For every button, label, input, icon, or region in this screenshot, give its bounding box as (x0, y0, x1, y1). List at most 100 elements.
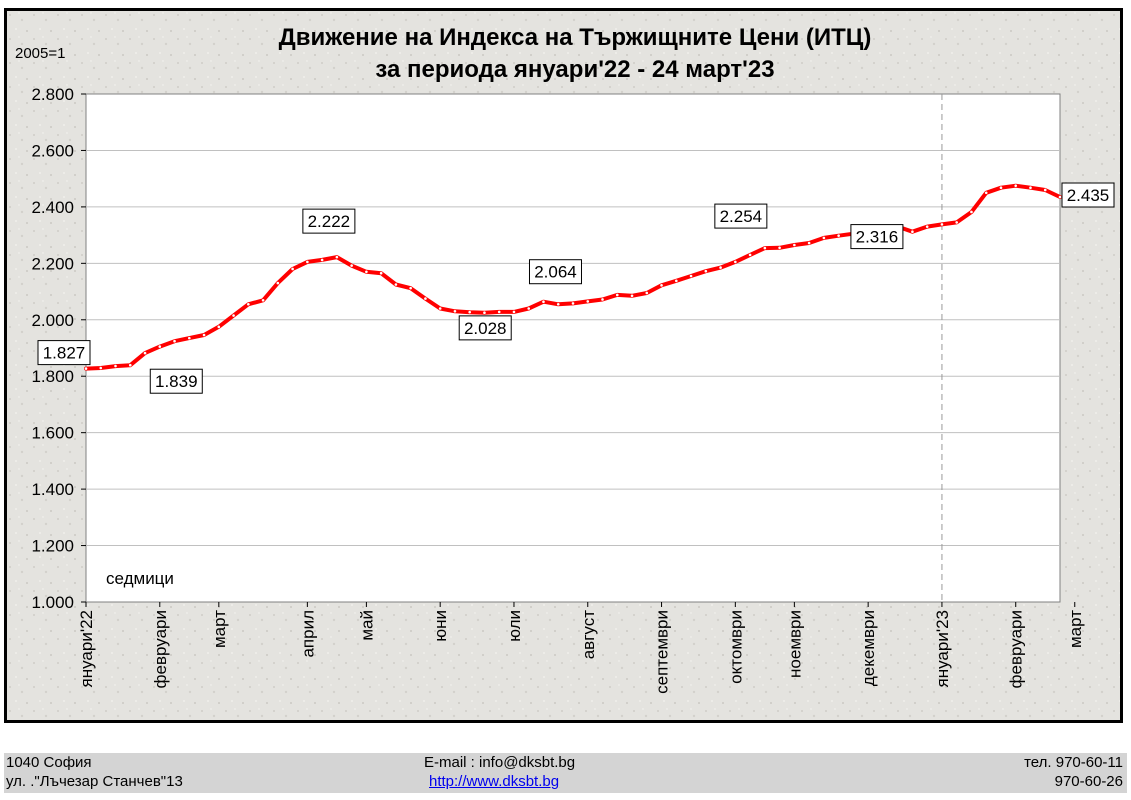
data-point (143, 351, 147, 355)
y-tick-label: 1.600 (31, 424, 74, 443)
data-label: 2.028 (464, 319, 507, 338)
data-point (955, 221, 958, 224)
data-label: 2.222 (308, 212, 351, 231)
x-tick-label: април (298, 610, 317, 658)
y-tick-label: 2.800 (31, 85, 74, 104)
data-point (1029, 186, 1032, 189)
data-point (793, 243, 796, 247)
data-point (438, 307, 442, 310)
footer-address-city: 1040 София (6, 754, 92, 771)
footer: 1040 София ул. ."Лъчезар Станчев"13 E-ma… (4, 753, 1127, 793)
data-point (763, 246, 767, 250)
data-point (630, 294, 634, 298)
data-point (483, 311, 486, 315)
series-points (84, 184, 1062, 370)
data-point (704, 269, 708, 273)
data-point (173, 339, 176, 343)
plot-area (85, 93, 1061, 603)
data-point (689, 274, 693, 278)
x-tick-label: август (579, 610, 598, 659)
x-tick-label: март (210, 610, 229, 648)
x-tick-label: февруари (151, 610, 170, 688)
data-point (276, 281, 280, 285)
data-point (601, 298, 604, 301)
data-point (940, 223, 944, 226)
x-tick-label: май (357, 610, 376, 641)
chart-frame: 2005=1 Движение на Индекса на Тържищните… (4, 8, 1123, 723)
footer-website-link[interactable]: http://www.dksbt.bg (429, 773, 560, 790)
data-point (128, 363, 132, 367)
data-point (778, 246, 781, 250)
data-point (379, 271, 383, 275)
data-point (453, 310, 457, 313)
data-point (984, 191, 988, 195)
data-label-box (850, 224, 904, 250)
footer-phone-1: тел. 970-60-11 (1024, 754, 1123, 771)
x-axis: януари'22 февруари март април май юни юли авгус… (77, 602, 1085, 694)
data-point (158, 345, 162, 348)
data-point (586, 300, 590, 303)
data-point (261, 299, 265, 302)
data-point (542, 300, 545, 304)
data-point (527, 307, 531, 310)
x-tick-label: юни (431, 610, 450, 642)
footer-address-street: ул. ."Лъчезар Станчев"13 (6, 773, 183, 790)
data-label-box (528, 259, 582, 285)
data-point (911, 230, 914, 234)
data-label: 1.839 (155, 372, 198, 391)
y-tick-label: 2.000 (31, 311, 74, 330)
data-point (99, 366, 103, 370)
data-point (335, 255, 339, 259)
y-tick-label: 1.400 (31, 480, 74, 499)
data-point (645, 291, 649, 295)
data-point (202, 333, 206, 337)
footer-email: E-mail : info@dksbt.bg (424, 754, 576, 771)
data-point (1014, 184, 1018, 188)
y-tick-label: 1.800 (31, 367, 74, 386)
data-point (291, 267, 294, 271)
data-label-box (714, 203, 768, 229)
data-point (306, 260, 309, 264)
data-point (970, 210, 973, 214)
base-label: 2005=1 (15, 45, 65, 62)
data-labels: 1.827 1.839 2.222 2.028 2.064 2.254 2.316 2.435 (37, 182, 1115, 394)
data-point (615, 293, 619, 297)
chart-title-line1: Движение на Индекса на Тържищните Цени (… (279, 24, 872, 51)
data-label: 1.827 (43, 344, 86, 363)
x-tick-label: декември (859, 610, 878, 686)
data-label: 2.064 (534, 263, 577, 282)
y-tick-label: 1.200 (31, 537, 74, 556)
data-point (114, 364, 117, 368)
x-tick-label: януари'23 (933, 610, 952, 687)
price-index-chart: 2005=1 Движение на Индекса на Тържищните… (7, 11, 1120, 720)
data-point (822, 236, 826, 240)
y-axis: 1.000 1.200 1.400 1.600 1.800 2.000 2.200 2.400… (31, 85, 86, 612)
data-label: 2.435 (1067, 186, 1110, 205)
y-tick-label: 2.400 (31, 198, 74, 217)
x-tick-label: февруари (1007, 610, 1026, 688)
y-tick-label: 2.200 (31, 254, 74, 273)
data-point (394, 283, 398, 286)
data-point (320, 258, 324, 262)
data-point (925, 225, 929, 228)
data-point (424, 297, 427, 300)
data-point (497, 310, 501, 314)
data-point (1058, 195, 1062, 199)
data-point (719, 266, 722, 269)
data-point (409, 286, 412, 290)
x-tick-label: октомври (726, 610, 745, 684)
data-point (350, 264, 353, 267)
data-point (556, 302, 560, 306)
data-label-box (458, 315, 512, 341)
footer-phone-2: 970-60-26 (1054, 773, 1123, 790)
x-tick-label: ноември (785, 610, 804, 678)
data-point (748, 253, 752, 257)
data-label-box (37, 340, 91, 366)
footer-website-container: http://www.dksbt.bg (429, 773, 559, 790)
data-point (468, 310, 471, 314)
x-axis-label: седмици (106, 569, 174, 588)
y-tick-label: 1.000 (31, 593, 74, 612)
data-point (232, 314, 235, 317)
data-label: 2.254 (720, 207, 763, 226)
data-point (247, 302, 250, 306)
